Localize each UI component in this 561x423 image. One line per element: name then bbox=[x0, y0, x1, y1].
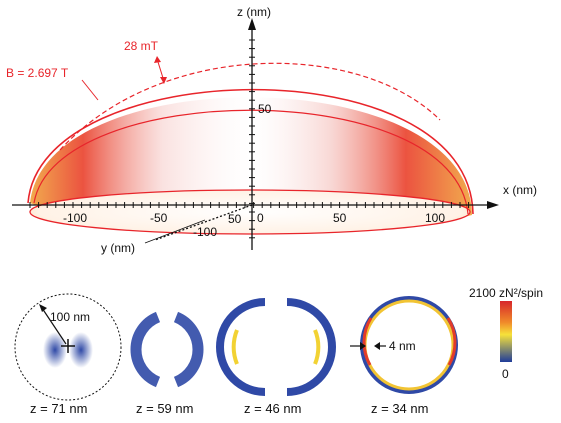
slice-ring-red-right bbox=[446, 317, 457, 366]
y-tick-label-50: 50 bbox=[228, 212, 242, 226]
thickness-arrow-right-head bbox=[374, 342, 380, 350]
x-axis-label: x (nm) bbox=[503, 183, 537, 197]
delta-arrow-head-bottom bbox=[160, 77, 167, 84]
slice-blob-left bbox=[43, 332, 67, 368]
z-axis-arrow bbox=[248, 18, 256, 30]
colorbar-gradient bbox=[500, 301, 512, 362]
slice-ring-left bbox=[216, 298, 266, 396]
slice-ring-right bbox=[173, 311, 204, 388]
y-tick-label-m100: -100 bbox=[193, 225, 217, 239]
x-tick-label-50: 50 bbox=[333, 211, 347, 225]
field-label: B = 2.697 T bbox=[6, 66, 69, 80]
slice-ring-left bbox=[130, 311, 161, 388]
slice-blob-right bbox=[69, 332, 93, 368]
slice-caption: z = 59 nm bbox=[136, 401, 193, 416]
dome-outer-edge bbox=[27, 88, 474, 215]
slice-z34: 4 nm z = 34 nm bbox=[350, 296, 458, 416]
dome-dashed-contour bbox=[59, 62, 441, 151]
x-tick-label-m100: -100 bbox=[63, 211, 87, 225]
slice-ring-yellow-left bbox=[231, 329, 239, 365]
slice-caption: z = 34 nm bbox=[371, 401, 428, 416]
colorbar-min-label: 0 bbox=[502, 367, 509, 381]
radius-arrow-head bbox=[39, 304, 47, 312]
x-tick-label-0: 0 bbox=[257, 211, 264, 225]
y-axis bbox=[154, 204, 253, 241]
z-tick-label: 50 bbox=[258, 102, 272, 116]
slice-caption: z = 71 nm bbox=[30, 401, 87, 416]
radius-arrow bbox=[41, 307, 67, 345]
y-axis-label: y (nm) bbox=[101, 241, 135, 255]
delta-label: 28 mT bbox=[124, 39, 159, 53]
x-tick-label-m50: -50 bbox=[150, 211, 168, 225]
field-pointer bbox=[81, 79, 99, 101]
x-axis-arrow bbox=[487, 201, 499, 209]
slice-z46: z = 46 nm bbox=[216, 298, 336, 416]
x-ticks bbox=[29, 202, 470, 208]
axes bbox=[12, 18, 499, 250]
slice-z71: 100 nm z = 71 nm bbox=[14, 293, 122, 416]
slice-ring-yellow-right bbox=[313, 329, 321, 365]
dome-plot bbox=[27, 62, 474, 235]
slice-z59: z = 59 nm bbox=[130, 311, 204, 416]
slice-outline-dashed bbox=[14, 293, 122, 401]
slice-ring-right bbox=[286, 298, 336, 396]
z-ticks bbox=[249, 39, 255, 239]
thickness-arrow-left-head bbox=[360, 342, 366, 350]
z-axis-label: z (nm) bbox=[237, 5, 271, 19]
thickness-label: 4 nm bbox=[389, 339, 416, 353]
slice-caption: z = 46 nm bbox=[244, 401, 301, 416]
delta-arrow bbox=[157, 61, 164, 79]
radius-label: 100 nm bbox=[50, 310, 90, 324]
x-tick-label-100: 100 bbox=[425, 211, 445, 225]
dome-inner-edge bbox=[33, 109, 469, 215]
colorbar-max-label: 2100 zN²/spin bbox=[469, 286, 543, 300]
colorbar: 2100 zN²/spin 0 bbox=[469, 286, 543, 381]
y-axis-pointer bbox=[144, 219, 206, 244]
slice-ring-red-left bbox=[362, 317, 373, 366]
delta-arrow-head-top bbox=[154, 56, 161, 63]
